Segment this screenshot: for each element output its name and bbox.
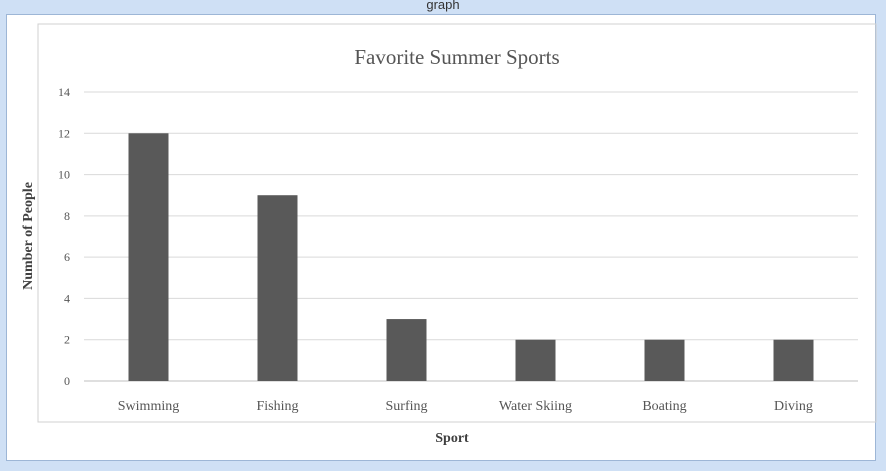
caption-fragment: graph (426, 0, 460, 12)
x-tick-labels: Swimming Fishing Surfing Water Skiing Boatin… (118, 399, 813, 414)
bars (128, 133, 814, 381)
chart-title: Favorite Summer Sports (354, 45, 559, 69)
bar-swimming (128, 133, 169, 381)
x-tick-label: Diving (774, 399, 813, 414)
y-tick-label: 10 (58, 168, 70, 182)
bar-boating (644, 339, 685, 381)
gridlines (84, 91, 858, 382)
x-tick-label: Boating (642, 399, 686, 414)
y-axis-label: Number of People (21, 182, 36, 290)
bar-surfing (386, 319, 427, 381)
y-tick-label: 14 (58, 85, 70, 99)
chart-area-border (37, 23, 877, 423)
x-tick-label: Water Skiing (499, 399, 572, 414)
x-tick-label: Swimming (118, 399, 179, 414)
y-tick-label: 12 (58, 126, 70, 140)
y-tick-label: 6 (64, 250, 70, 264)
bar-fishing (257, 195, 298, 381)
x-axis-label: Sport (435, 431, 469, 446)
y-tick-labels: 0 2 4 6 8 10 12 14 (58, 85, 70, 388)
y-tick-label: 8 (64, 209, 70, 223)
x-tick-label: Surfing (386, 399, 428, 414)
y-tick-label: 4 (64, 291, 70, 305)
bar-diving (773, 339, 814, 381)
x-tick-label: Fishing (256, 399, 298, 414)
y-tick-label: 2 (64, 333, 70, 347)
y-tick-label: 0 (64, 374, 70, 388)
bar-water-skiing (515, 339, 556, 381)
